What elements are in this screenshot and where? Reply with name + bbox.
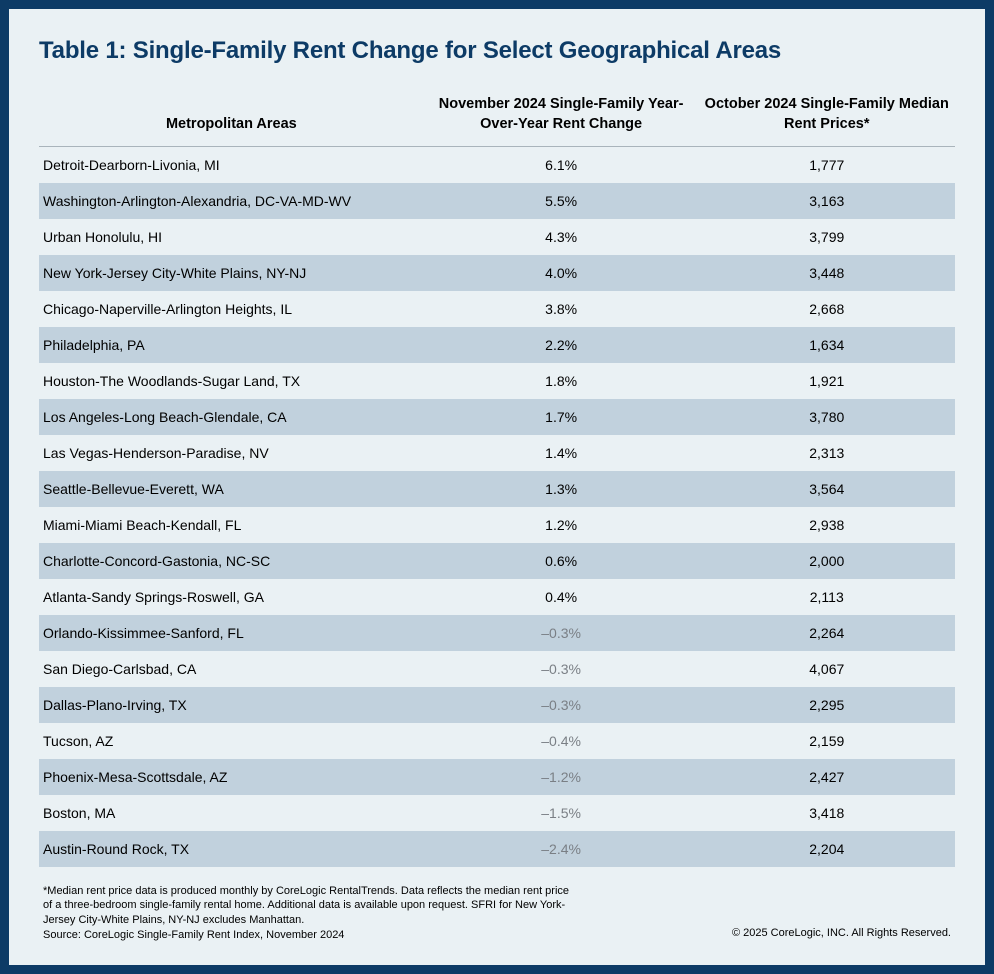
cell-area: San Diego-Carlsbad, CA — [39, 651, 424, 687]
table-row: San Diego-Carlsbad, CA–0.3%4,067 — [39, 651, 955, 687]
footnote: *Median rent price data is produced mont… — [43, 884, 569, 943]
cell-change: 5.5% — [424, 183, 699, 219]
cell-price: 2,204 — [699, 831, 955, 867]
cell-change: 1.7% — [424, 399, 699, 435]
table-row: Washington-Arlington-Alexandria, DC-VA-M… — [39, 183, 955, 219]
cell-area: Washington-Arlington-Alexandria, DC-VA-M… — [39, 183, 424, 219]
cell-change: –0.3% — [424, 651, 699, 687]
table-row: Urban Honolulu, HI4.3%3,799 — [39, 219, 955, 255]
cell-price: 2,264 — [699, 615, 955, 651]
cell-area: Philadelphia, PA — [39, 327, 424, 363]
cell-area: Detroit-Dearborn-Livonia, MI — [39, 147, 424, 184]
table-row: Tucson, AZ–0.4%2,159 — [39, 723, 955, 759]
cell-change: 2.2% — [424, 327, 699, 363]
report-frame: Table 1: Single-Family Rent Change for S… — [0, 0, 994, 974]
cell-change: 0.4% — [424, 579, 699, 615]
cell-change: 1.3% — [424, 471, 699, 507]
table-row: Los Angeles-Long Beach-Glendale, CA1.7%3… — [39, 399, 955, 435]
col-header-price: October 2024 Single-Family Median Rent P… — [699, 87, 955, 147]
table-row: Orlando-Kissimmee-Sanford, FL–0.3%2,264 — [39, 615, 955, 651]
table-body: Detroit-Dearborn-Livonia, MI6.1%1,777Was… — [39, 147, 955, 868]
cell-area: New York-Jersey City-White Plains, NY-NJ — [39, 255, 424, 291]
cell-area: Houston-The Woodlands-Sugar Land, TX — [39, 363, 424, 399]
cell-change: –0.3% — [424, 615, 699, 651]
table-row: Detroit-Dearborn-Livonia, MI6.1%1,777 — [39, 147, 955, 184]
cell-change: 1.2% — [424, 507, 699, 543]
table-row: Chicago-Naperville-Arlington Heights, IL… — [39, 291, 955, 327]
cell-change: –0.4% — [424, 723, 699, 759]
cell-area: Atlanta-Sandy Springs-Roswell, GA — [39, 579, 424, 615]
cell-area: Urban Honolulu, HI — [39, 219, 424, 255]
cell-area: Miami-Miami Beach-Kendall, FL — [39, 507, 424, 543]
table-row: Dallas-Plano-Irving, TX–0.3%2,295 — [39, 687, 955, 723]
cell-price: 2,159 — [699, 723, 955, 759]
cell-price: 1,634 — [699, 327, 955, 363]
cell-price: 1,777 — [699, 147, 955, 184]
table-row: New York-Jersey City-White Plains, NY-NJ… — [39, 255, 955, 291]
table-row: Charlotte-Concord-Gastonia, NC-SC0.6%2,0… — [39, 543, 955, 579]
cell-price: 2,938 — [699, 507, 955, 543]
cell-area: Charlotte-Concord-Gastonia, NC-SC — [39, 543, 424, 579]
footnote-line: of a three-bedroom single-family rental … — [43, 898, 569, 913]
cell-change: –1.2% — [424, 759, 699, 795]
table-row: Seattle-Bellevue-Everett, WA1.3%3,564 — [39, 471, 955, 507]
cell-change: 1.4% — [424, 435, 699, 471]
footnote-line: Source: CoreLogic Single-Family Rent Ind… — [43, 928, 569, 943]
cell-price: 2,000 — [699, 543, 955, 579]
cell-area: Orlando-Kissimmee-Sanford, FL — [39, 615, 424, 651]
cell-price: 3,448 — [699, 255, 955, 291]
col-header-area: Metropolitan Areas — [39, 87, 424, 147]
cell-area: Tucson, AZ — [39, 723, 424, 759]
cell-price: 3,799 — [699, 219, 955, 255]
copyright-text: © 2025 CoreLogic, INC. All Rights Reserv… — [732, 927, 951, 939]
cell-area: Austin-Round Rock, TX — [39, 831, 424, 867]
footnote-line: Jersey City-White Plains, NY-NJ excludes… — [43, 913, 569, 928]
cell-area: Dallas-Plano-Irving, TX — [39, 687, 424, 723]
cell-change: 6.1% — [424, 147, 699, 184]
rent-change-table: Metropolitan Areas November 2024 Single-… — [39, 87, 955, 867]
cell-price: 2,668 — [699, 291, 955, 327]
table-row: Houston-The Woodlands-Sugar Land, TX1.8%… — [39, 363, 955, 399]
cell-price: 3,780 — [699, 399, 955, 435]
col-header-change: November 2024 Single-Family Year-Over-Ye… — [424, 87, 699, 147]
cell-area: Los Angeles-Long Beach-Glendale, CA — [39, 399, 424, 435]
table-header-row: Metropolitan Areas November 2024 Single-… — [39, 87, 955, 147]
cell-area: Chicago-Naperville-Arlington Heights, IL — [39, 291, 424, 327]
cell-price: 3,418 — [699, 795, 955, 831]
table-row: Miami-Miami Beach-Kendall, FL1.2%2,938 — [39, 507, 955, 543]
cell-change: 3.8% — [424, 291, 699, 327]
cell-change: 1.8% — [424, 363, 699, 399]
table-row: Boston, MA–1.5%3,418 — [39, 795, 955, 831]
cell-change: –1.5% — [424, 795, 699, 831]
cell-area: Boston, MA — [39, 795, 424, 831]
table-row: Austin-Round Rock, TX–2.4%2,204 — [39, 831, 955, 867]
table-row: Atlanta-Sandy Springs-Roswell, GA0.4%2,1… — [39, 579, 955, 615]
cell-change: –2.4% — [424, 831, 699, 867]
cell-price: 2,113 — [699, 579, 955, 615]
cell-area: Phoenix-Mesa-Scottsdale, AZ — [39, 759, 424, 795]
table-row: Phoenix-Mesa-Scottsdale, AZ–1.2%2,427 — [39, 759, 955, 795]
cell-price: 2,295 — [699, 687, 955, 723]
cell-change: 4.0% — [424, 255, 699, 291]
cell-area: Seattle-Bellevue-Everett, WA — [39, 471, 424, 507]
table-title: Table 1: Single-Family Rent Change for S… — [39, 37, 955, 65]
table-row: Las Vegas-Henderson-Paradise, NV1.4%2,31… — [39, 435, 955, 471]
cell-price: 1,921 — [699, 363, 955, 399]
footnote-line: *Median rent price data is produced mont… — [43, 884, 569, 899]
cell-change: 4.3% — [424, 219, 699, 255]
table-row: Philadelphia, PA2.2%1,634 — [39, 327, 955, 363]
cell-change: 0.6% — [424, 543, 699, 579]
cell-price: 2,313 — [699, 435, 955, 471]
cell-price: 2,427 — [699, 759, 955, 795]
cell-area: Las Vegas-Henderson-Paradise, NV — [39, 435, 424, 471]
cell-price: 3,163 — [699, 183, 955, 219]
cell-change: –0.3% — [424, 687, 699, 723]
cell-price: 3,564 — [699, 471, 955, 507]
cell-price: 4,067 — [699, 651, 955, 687]
